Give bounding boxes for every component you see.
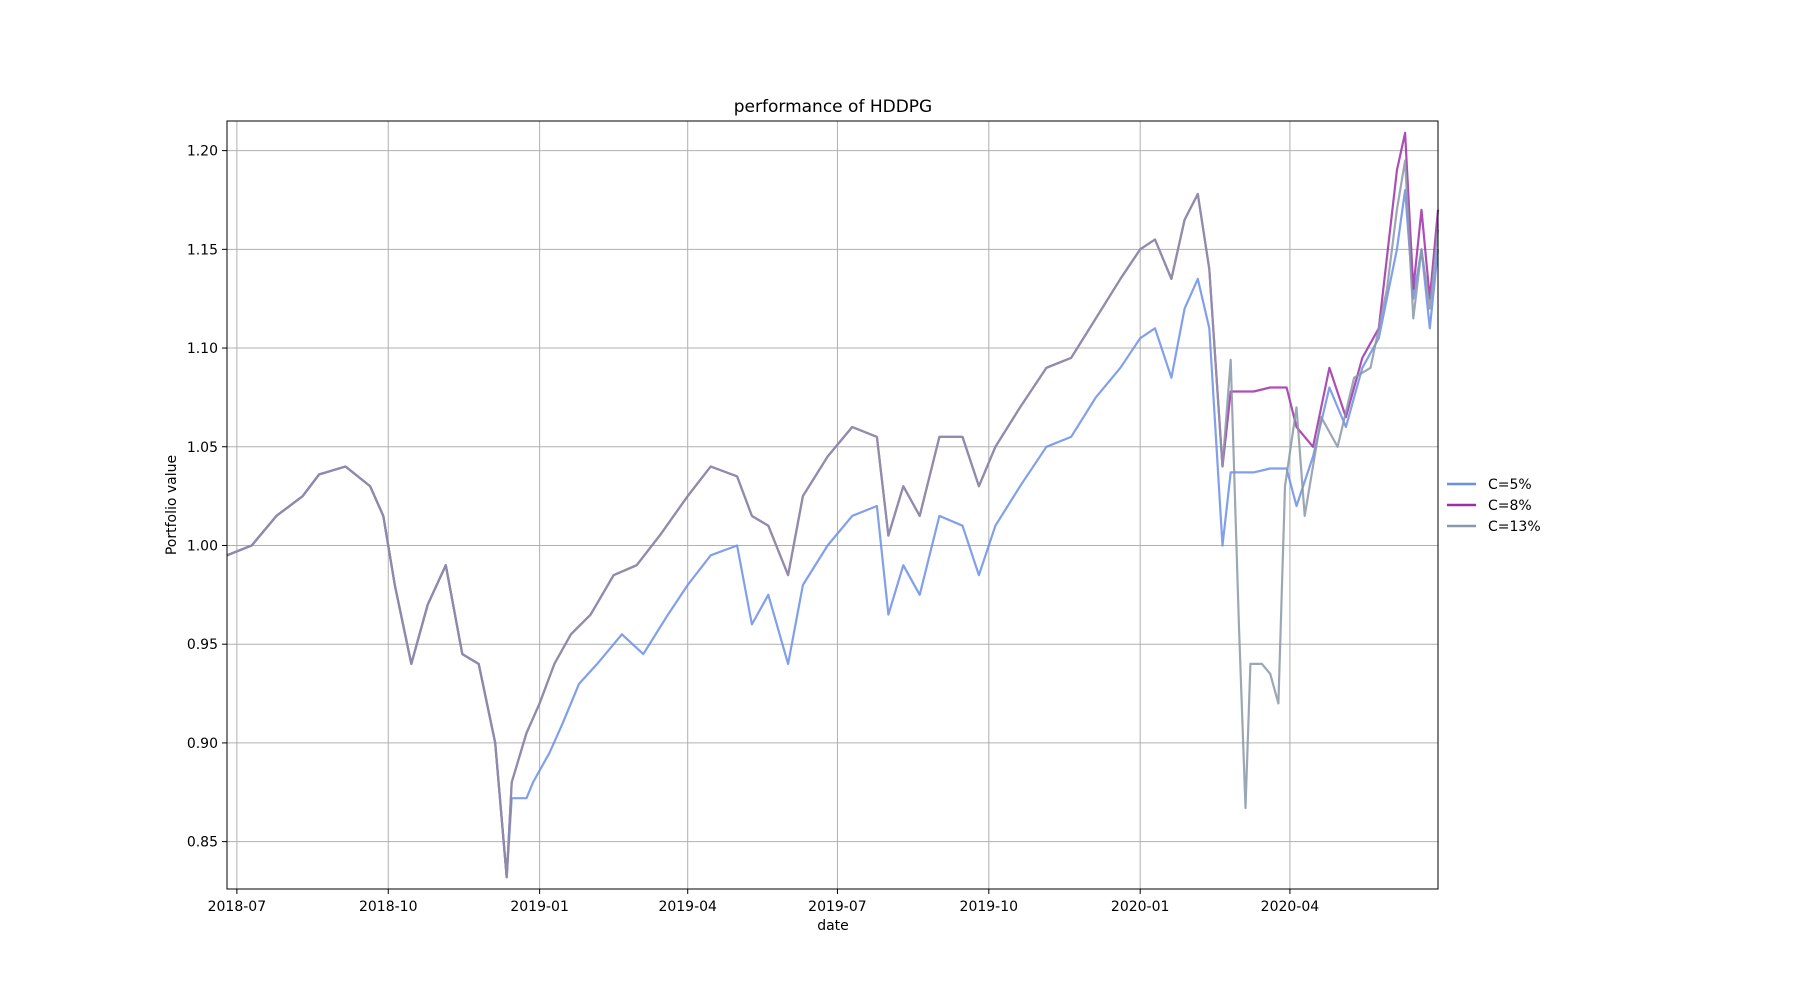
x-tick-label: 2018-07 — [208, 899, 267, 915]
x-tick-label: 2019-01 — [510, 899, 569, 915]
y-tick-label: 1.10 — [187, 341, 218, 357]
x-tick-label: 2020-01 — [1111, 899, 1170, 915]
series-line-2 — [226, 131, 1440, 879]
legend-label: C=5% — [1488, 477, 1532, 493]
y-tick-label: 1.00 — [187, 538, 218, 554]
series-line-1 — [226, 189, 1440, 879]
y-tick-label: 0.85 — [187, 835, 218, 851]
y-tick-label: 0.90 — [187, 736, 218, 752]
x-tick-label: 2018-10 — [359, 899, 418, 915]
chart-title: performance of HDDPG — [734, 97, 932, 117]
x-tick-label: 2019-04 — [658, 899, 717, 915]
x-tick-label: 2020-04 — [1261, 899, 1320, 915]
plot-frame — [226, 120, 1439, 890]
legend-label: C=8% — [1488, 498, 1532, 514]
y-tick-label: 1.05 — [187, 440, 218, 456]
legend: C=5% C=8% C=13% — [1447, 477, 1541, 535]
x-tick-label: 2019-07 — [808, 899, 867, 915]
legend-label: C=13% — [1488, 519, 1541, 535]
y-axis-title: Portfolio value — [164, 455, 180, 555]
x-axis-title: date — [817, 918, 849, 934]
grid-layer — [227, 121, 1438, 889]
y-tick-label: 1.15 — [187, 242, 218, 258]
y-tick-label: 0.95 — [187, 637, 218, 653]
series-line-3 — [226, 159, 1440, 879]
x-tick-label: 2019-10 — [960, 899, 1019, 915]
y-tick-label: 1.20 — [187, 144, 218, 160]
series-layer — [226, 131, 1440, 879]
tick-layer: 2018-07 2018-10 2019-01 2019-04 2019-07 2019-… — [187, 144, 1319, 915]
